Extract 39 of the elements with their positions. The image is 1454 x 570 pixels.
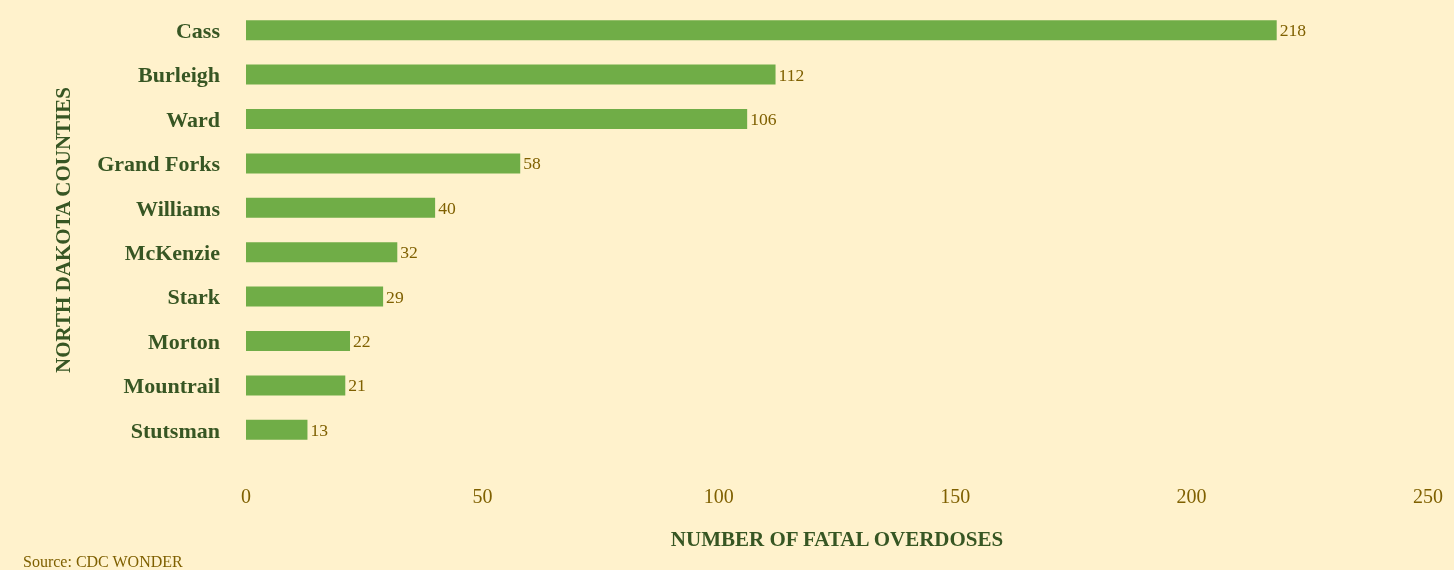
- bar: [246, 20, 1277, 41]
- y-tick-label: Burleigh: [138, 62, 220, 88]
- data-label: 58: [523, 153, 542, 174]
- x-tick-label: 150: [940, 485, 971, 507]
- source-note: Source: CDC WONDER: [23, 553, 184, 570]
- bar: [246, 197, 436, 218]
- y-tick-label: Ward: [166, 106, 220, 132]
- x-tick-label: 250: [1413, 485, 1443, 507]
- data-label: 106: [750, 108, 777, 129]
- y-tick-label: Morton: [147, 328, 220, 354]
- y-tick-label: Mountrail: [123, 373, 220, 399]
- bar: [246, 153, 521, 174]
- bar: [246, 286, 384, 307]
- bar: [246, 375, 346, 396]
- bar: [246, 109, 748, 129]
- x-tick-label: 0: [241, 485, 251, 507]
- bar: [246, 242, 398, 263]
- data-label: 22: [353, 330, 371, 351]
- data-label: 13: [310, 419, 329, 440]
- x-tick-label: 100: [703, 485, 734, 507]
- x-axis-title: NUMBER OF FATAL OVERDOSES: [670, 527, 1004, 552]
- data-label: 112: [778, 64, 805, 85]
- y-tick-label: Cass: [175, 17, 221, 43]
- y-tick-label: Stark: [167, 284, 221, 310]
- y-tick-label: Stutsman: [130, 417, 220, 443]
- y-axis-title: NORTH DAKOTA COUNTIES: [51, 87, 76, 373]
- y-tick-label: Grand Forks: [97, 151, 221, 177]
- bar: [246, 419, 308, 440]
- bar: [246, 331, 351, 351]
- data-label: 40: [438, 197, 456, 218]
- x-tick-label: 50: [472, 485, 493, 507]
- data-label: 21: [348, 375, 366, 396]
- data-label: 32: [400, 242, 418, 263]
- x-tick-label: 200: [1176, 485, 1207, 507]
- y-tick-label: Williams: [136, 195, 221, 221]
- data-label: 29: [386, 286, 404, 307]
- bar: [246, 64, 776, 85]
- data-label: 218: [1279, 20, 1307, 41]
- y-tick-label: McKenzie: [124, 239, 221, 265]
